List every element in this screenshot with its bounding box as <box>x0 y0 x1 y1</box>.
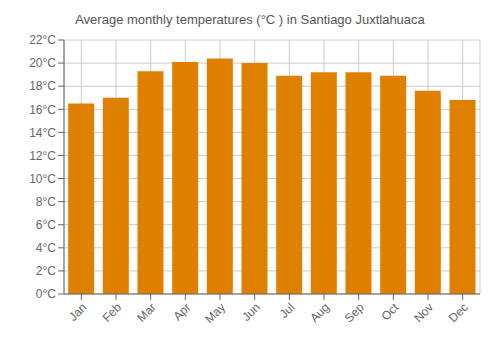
svg-text:Jul: Jul <box>277 300 298 321</box>
svg-text:8°C: 8°C <box>36 195 56 209</box>
svg-text:0°C: 0°C <box>36 287 56 301</box>
svg-text:Nov: Nov <box>411 300 436 325</box>
svg-text:14°C: 14°C <box>29 126 56 140</box>
svg-text:22°C: 22°C <box>29 33 56 47</box>
svg-text:6°C: 6°C <box>36 218 56 232</box>
svg-text:May: May <box>202 300 228 326</box>
html-text:Average monthly temperatures (: Average monthly temperatures (°C ) in Sa… <box>75 12 425 27</box>
svg-text:Oct: Oct <box>378 300 402 324</box>
svg-text:Aug: Aug <box>307 300 332 325</box>
svg-text:Apr: Apr <box>170 300 193 323</box>
svg-text:20°C: 20°C <box>29 56 56 70</box>
svg-text:Sep: Sep <box>342 300 367 325</box>
svg-text:Jan: Jan <box>66 300 90 324</box>
svg-text:Jun: Jun <box>239 300 263 324</box>
svg-text:10°C: 10°C <box>29 172 56 186</box>
svg-text:Dec: Dec <box>446 300 471 325</box>
svg-text:12°C: 12°C <box>29 149 56 163</box>
svg-text:18°C: 18°C <box>29 79 56 93</box>
svg-text:Feb: Feb <box>100 300 125 325</box>
svg-text:4°C: 4°C <box>36 241 56 255</box>
svg-text:Mar: Mar <box>134 300 159 325</box>
svg-text:2°C: 2°C <box>36 264 56 278</box>
svg-text:16°C: 16°C <box>29 103 56 117</box>
